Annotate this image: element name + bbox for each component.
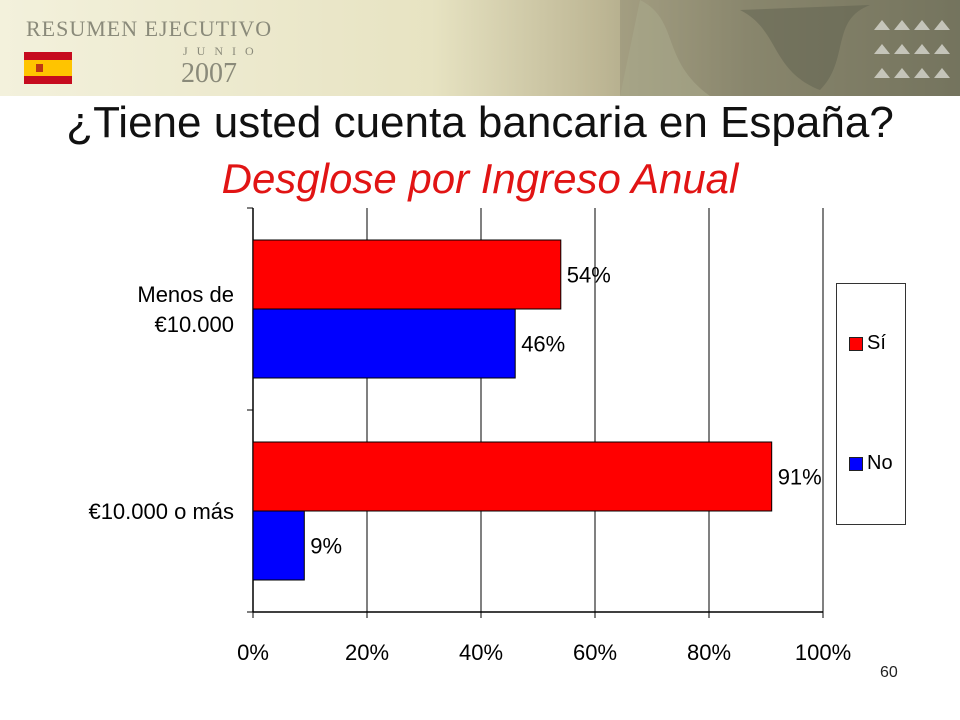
world-map-decoration: [620, 0, 960, 96]
data-label: 9%: [310, 534, 342, 559]
data-label: 54%: [567, 263, 611, 288]
slide-subtitle: Desglose por Ingreso Anual: [221, 155, 739, 202]
slide-title: ¿Tiene usted cuenta bancaria en España?: [66, 98, 894, 147]
legend-item-si: Sí: [849, 332, 886, 355]
chart-legend: Sí No: [836, 283, 906, 525]
report-year: 2007: [181, 58, 237, 89]
legend-swatch-no: [849, 456, 863, 471]
x-tick-label: 0%: [237, 640, 269, 665]
x-tick-label: 20%: [344, 640, 390, 665]
bar-si: [252, 441, 773, 512]
legend-swatch-si: [849, 336, 863, 351]
legend-label-si: Sí: [867, 332, 886, 354]
legend-item-no: No: [849, 452, 893, 475]
legend-label-no: No: [867, 452, 893, 474]
x-tick-label: 80%: [686, 640, 732, 665]
page-number: 60: [880, 664, 898, 681]
report-month: JUNIO: [183, 44, 263, 58]
data-label: 91%: [778, 465, 822, 490]
x-tick-label: 40%: [458, 640, 504, 665]
category-label-line: €10.000: [154, 312, 234, 337]
data-label: 46%: [521, 332, 565, 357]
bar-no: [252, 510, 305, 581]
x-tick-label: 100%: [794, 640, 852, 665]
spain-flag-icon: [24, 52, 72, 84]
header-banner: RESUMEN EJECUTIVO JUNIO 2007: [0, 0, 960, 96]
x-tick-label: 60%: [572, 640, 618, 665]
category-label-line: €10.000 o más: [88, 499, 234, 524]
category-label-high-income: €10.000 o más: [20, 497, 234, 527]
category-label-line: Menos de: [137, 282, 234, 307]
bar-si: [252, 239, 562, 310]
category-label-low-income: Menos de €10.000: [60, 280, 234, 340]
report-title: RESUMEN EJECUTIVO: [26, 16, 273, 41]
bar-no: [252, 308, 516, 379]
